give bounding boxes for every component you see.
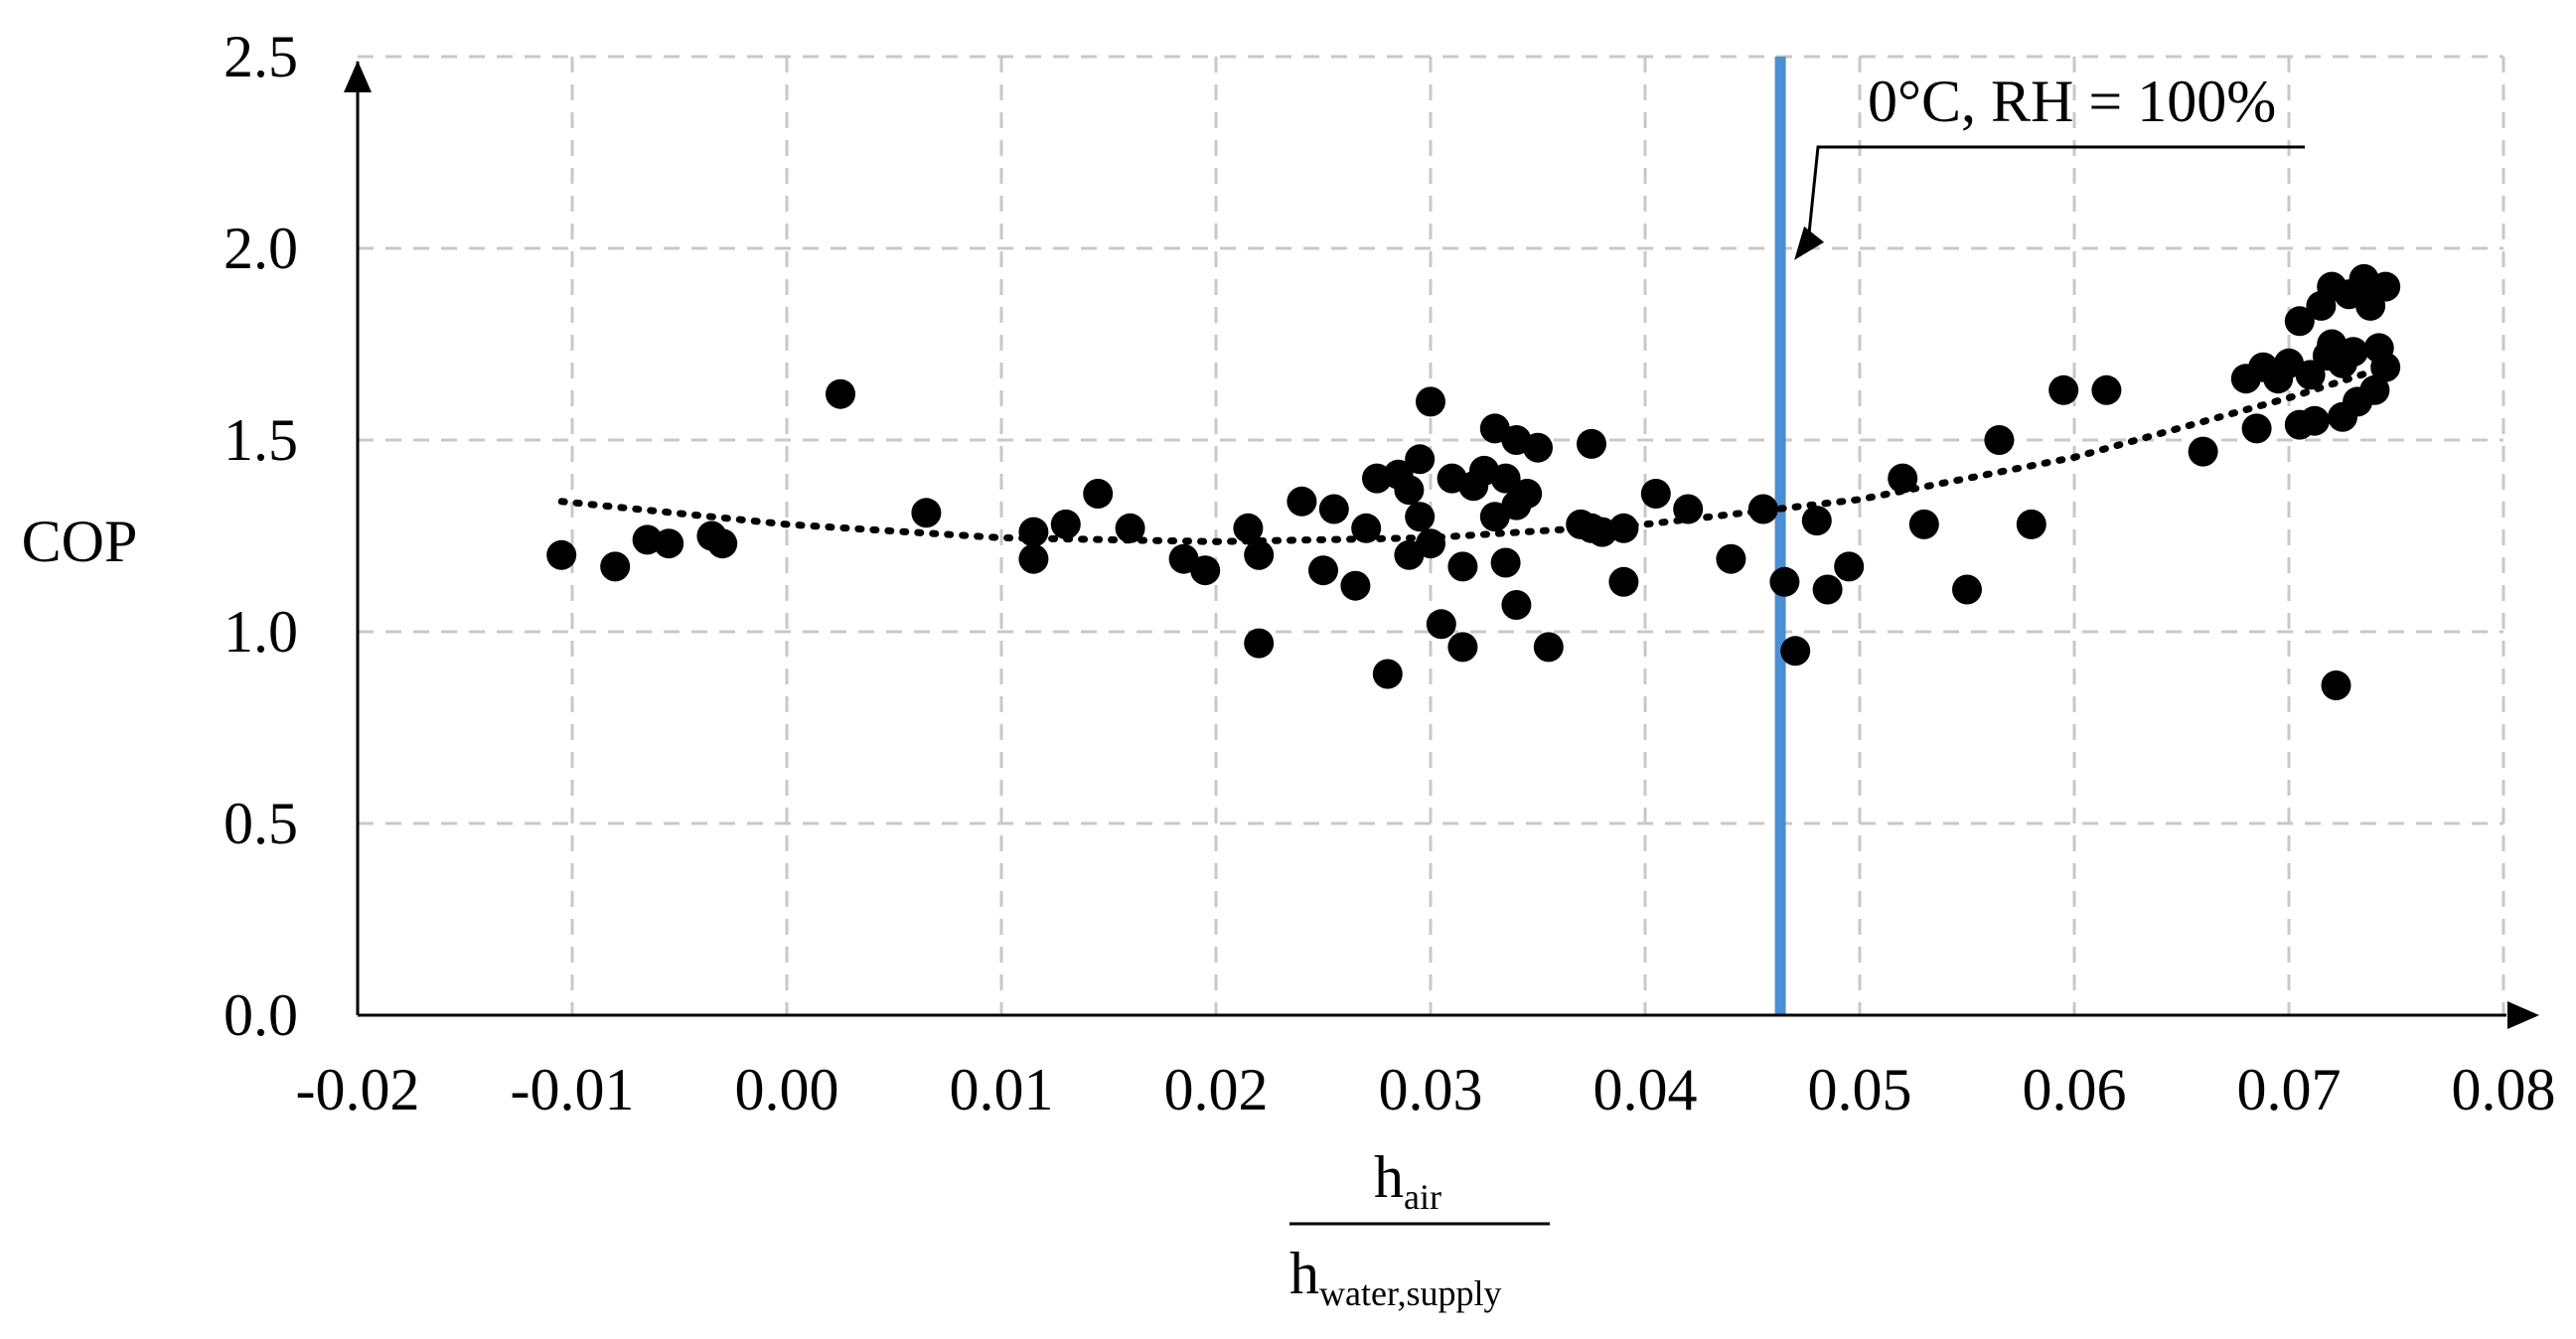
- data-point: [1233, 513, 1264, 543]
- data-point: [1801, 506, 1832, 536]
- x-label-numerator: hair: [1374, 1144, 1441, 1217]
- data-point: [1351, 513, 1382, 543]
- data-point: [1501, 590, 1532, 620]
- axes: [344, 61, 2539, 1029]
- y-axis-arrow: [344, 61, 372, 92]
- data-point: [1908, 509, 1939, 539]
- data-point: [654, 528, 684, 559]
- x-tick-label: -0.02: [296, 1057, 420, 1122]
- x-axis-label: hair hwater,supply: [1289, 1144, 1550, 1313]
- data-point: [826, 378, 855, 409]
- data-point: [2091, 374, 2122, 405]
- annotation-0c-rh100: 0°C, RH = 100%: [1794, 69, 2305, 260]
- data-point: [1490, 547, 1521, 578]
- data-point: [1115, 513, 1145, 543]
- data-point: [1640, 479, 1671, 509]
- data-point: [1716, 543, 1746, 574]
- data-point: [1747, 494, 1778, 524]
- data-point: [1984, 425, 2015, 455]
- data-point: [2284, 306, 2315, 337]
- y-tick-label: 0.0: [224, 982, 298, 1048]
- data-point: [1018, 543, 1049, 574]
- data-point: [1416, 386, 1445, 417]
- annotation-arrowhead: [1794, 225, 1825, 260]
- data-point: [2338, 337, 2368, 368]
- data-point: [1608, 513, 1639, 543]
- x-tick-label: 0.03: [1379, 1057, 1483, 1122]
- x-tick-label: 0.05: [1808, 1057, 1912, 1122]
- data-point: [1673, 494, 1704, 524]
- data-point: [1340, 570, 1371, 601]
- data-point: [1769, 566, 1800, 597]
- y-tick-label: 1.5: [224, 407, 298, 473]
- data-point: [1447, 551, 1478, 582]
- data-point: [2370, 352, 2401, 382]
- annotation-text: 0°C, RH = 100%: [1868, 69, 2276, 134]
- annotation-leader-line: [1806, 145, 2305, 243]
- data-point: [2370, 271, 2401, 302]
- data-point: [1416, 528, 1445, 559]
- x-tick-label: 0.07: [2237, 1057, 2342, 1122]
- data-point: [1780, 636, 1811, 667]
- data-point: [1512, 479, 1543, 509]
- data-point: [1308, 555, 1338, 586]
- data-point: [1523, 432, 1553, 463]
- y-axis-label: COP: [22, 509, 138, 574]
- x-axis-arrow: [2507, 1001, 2539, 1029]
- data-point: [1952, 574, 1982, 605]
- data-point: [1608, 566, 1639, 597]
- data-point: [1426, 609, 1456, 640]
- data-point: [1834, 551, 1865, 582]
- x-tick-label: 0.04: [1593, 1057, 1698, 1122]
- data-point: [2188, 436, 2218, 467]
- x-tick-label: 0.08: [2452, 1057, 2556, 1122]
- data-point: [1447, 632, 1478, 663]
- y-tick-label: 2.0: [224, 216, 298, 281]
- data-point: [1244, 539, 1275, 570]
- data-point: [546, 539, 577, 570]
- data-point: [1405, 444, 1436, 475]
- y-tick-label: 2.5: [224, 24, 298, 89]
- data-point: [1190, 555, 1221, 586]
- data-point: [1318, 494, 1349, 524]
- data-point: [1888, 463, 1918, 494]
- data-point: [2241, 413, 2272, 444]
- data-point: [911, 498, 942, 528]
- data-point: [1394, 475, 1425, 506]
- data-point: [1244, 628, 1275, 659]
- x-tick-label: 0.00: [735, 1057, 839, 1122]
- x-tick-label: -0.01: [511, 1057, 635, 1122]
- data-point: [1490, 463, 1521, 494]
- x-tick-label: 0.06: [2023, 1057, 2127, 1122]
- y-tick-labels: 0.0 0.5 1.0 1.5 2.0 2.5: [224, 24, 298, 1048]
- data-point: [2295, 360, 2326, 390]
- data-point: [1287, 486, 1317, 517]
- x-label-denominator: hwater,supply: [1289, 1241, 1502, 1313]
- data-point: [1405, 502, 1436, 532]
- data-point: [1050, 509, 1081, 539]
- data-point: [2299, 405, 2330, 436]
- y-tick-label: 1.0: [224, 599, 298, 665]
- data-point: [1372, 659, 1403, 689]
- data-point: [1083, 479, 1114, 509]
- data-point: [600, 551, 631, 582]
- data-point: [1812, 574, 1843, 605]
- data-point: [2048, 374, 2079, 405]
- trendline-group: [557, 364, 2389, 545]
- data-point: [1577, 428, 1606, 459]
- data-point: [707, 528, 738, 559]
- trendline: [557, 364, 2389, 545]
- x-tick-labels: -0.02 -0.01 0.00 0.01 0.02 0.03 0.04 0.05 0.06 0.…: [296, 1057, 2556, 1122]
- x-tick-label: 0.01: [950, 1057, 1054, 1122]
- y-tick-label: 0.5: [224, 791, 298, 856]
- data-point: [2321, 670, 2351, 700]
- data-points: [546, 263, 2401, 700]
- data-point: [2359, 374, 2390, 405]
- data-point: [2016, 509, 2046, 539]
- data-point: [1533, 632, 1564, 663]
- x-tick-label: 0.02: [1164, 1057, 1269, 1122]
- data-point: [1018, 517, 1049, 547]
